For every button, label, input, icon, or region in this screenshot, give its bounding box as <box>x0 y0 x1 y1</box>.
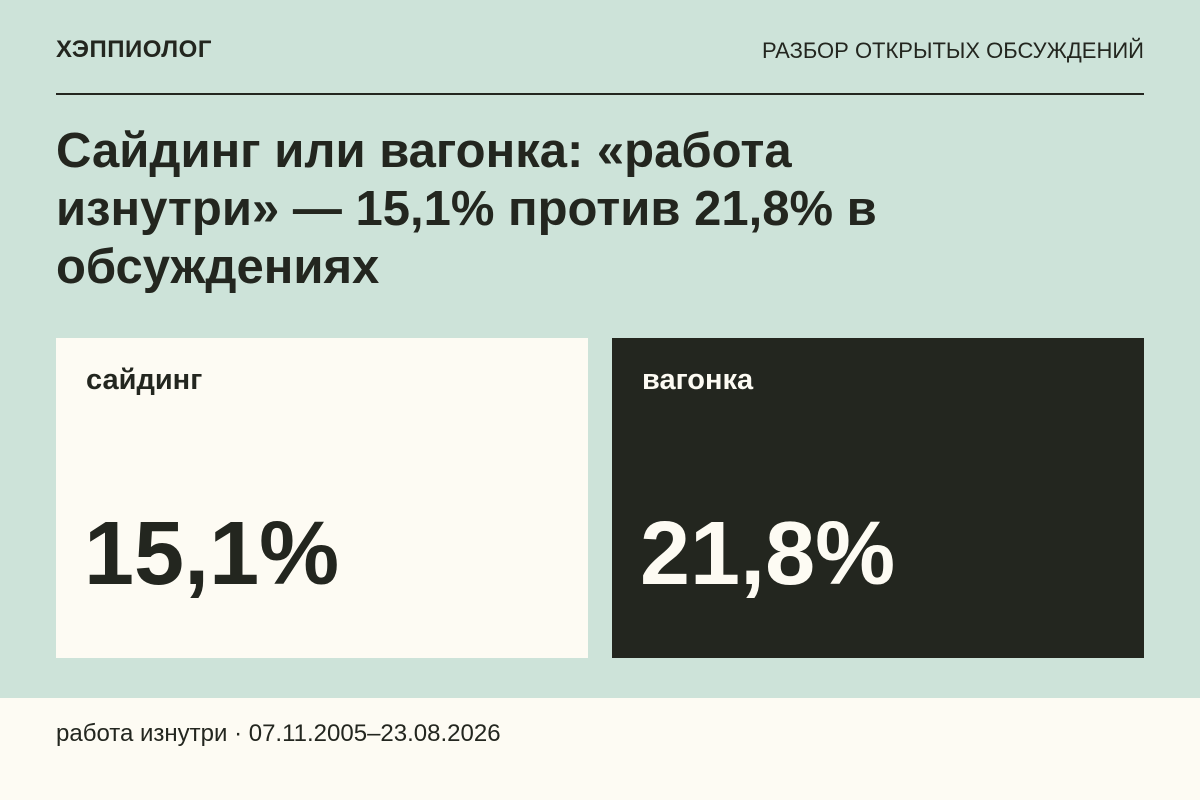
footer: работа изнутри · 07.11.2005–23.08.2026 <box>0 698 1200 800</box>
stat-card: вагонка 21,8% <box>612 338 1144 658</box>
stat-card: сайдинг 15,1% <box>56 338 588 658</box>
section-label: РАЗБОР ОТКРЫТЫХ ОБСУЖДЕНИЙ <box>761 38 1144 63</box>
card-value: 21,8% <box>640 504 896 604</box>
title: Сайдинг или вагонка: «работа изнутри» — … <box>56 124 877 294</box>
card-label: вагонка <box>642 364 754 396</box>
divider <box>56 93 1144 95</box>
footer-text: работа изнутри · 07.11.2005–23.08.2026 <box>56 720 501 747</box>
card-value: 15,1% <box>84 504 340 604</box>
card-label: сайдинг <box>86 364 203 396</box>
brand: ХЭППИОЛОГ <box>56 36 212 63</box>
